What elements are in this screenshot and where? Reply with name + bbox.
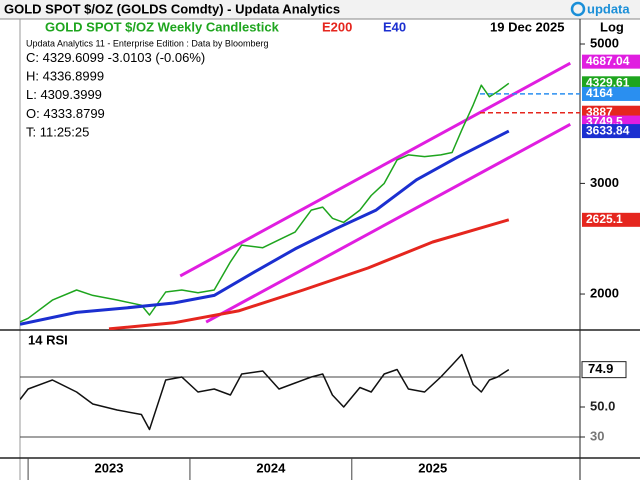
scale-label: Log — [600, 19, 624, 34]
info-line: C: 4329.6099 -3.0103 (-0.06%) — [26, 50, 205, 65]
price-tag-label: 2625.1 — [586, 212, 623, 226]
info-line: H: 4336.8999 — [26, 69, 104, 84]
y-tick-label: 30 — [590, 428, 604, 443]
last-value-tag — [581, 361, 627, 379]
legend-entry: E40 — [383, 19, 406, 34]
page-title: GOLD SPOT $/OZ (GOLDS Comdty) - Updata A… — [4, 1, 340, 16]
rsi-title: 14 RSI — [28, 332, 68, 347]
y-tick-label: 5000 — [590, 35, 619, 50]
price-tag — [582, 54, 640, 69]
date: 19 Dec 2025 — [490, 19, 564, 34]
price-tag-label: 4687.04 — [586, 54, 630, 68]
last-value-label: 74.9 — [588, 361, 613, 376]
logo: updata — [587, 1, 630, 16]
price-tag-label: 3887 — [586, 105, 613, 119]
x-tick-label: 2023 — [95, 460, 124, 475]
price-tag — [582, 124, 640, 139]
info-line: L: 4309.3999 — [26, 87, 102, 102]
y-tick-label: 50.0 — [590, 398, 615, 413]
legend-entry: E200 — [322, 19, 352, 34]
logo-icon — [570, 1, 586, 17]
series-line — [20, 82, 510, 323]
price-tag — [582, 212, 640, 227]
price-tag-label: 4164 — [586, 86, 613, 100]
series-line — [20, 353, 510, 431]
x-tick-label: 2024 — [256, 460, 286, 475]
channel-line — [179, 61, 572, 278]
price-plot — [20, 61, 572, 330]
info-line: T: 11:25:25 — [26, 124, 89, 139]
x-tick-label: 2025 — [418, 460, 447, 475]
y-tick-label: 2000 — [590, 285, 619, 300]
info-line: O: 4333.8799 — [26, 106, 105, 121]
rsi-plot — [20, 353, 580, 438]
series-line — [20, 129, 510, 326]
series-line — [108, 218, 510, 330]
title-bar — [0, 0, 640, 19]
y-tick-label: 3000 — [590, 175, 619, 190]
channel-line — [205, 123, 572, 324]
price-tag — [582, 76, 640, 91]
price-tag — [582, 86, 640, 101]
info-line: Updata Analytics 11 - Enterprise Edition… — [26, 38, 268, 48]
price-tag-label: 3633.84 — [586, 123, 630, 137]
price-tag-label: 4329.61 — [586, 75, 630, 89]
legend-entry: GOLD SPOT $/OZ Weekly Candlestick — [45, 19, 280, 34]
overlay: Updata Analytics 11 - Enterprise Edition… — [26, 19, 640, 480]
